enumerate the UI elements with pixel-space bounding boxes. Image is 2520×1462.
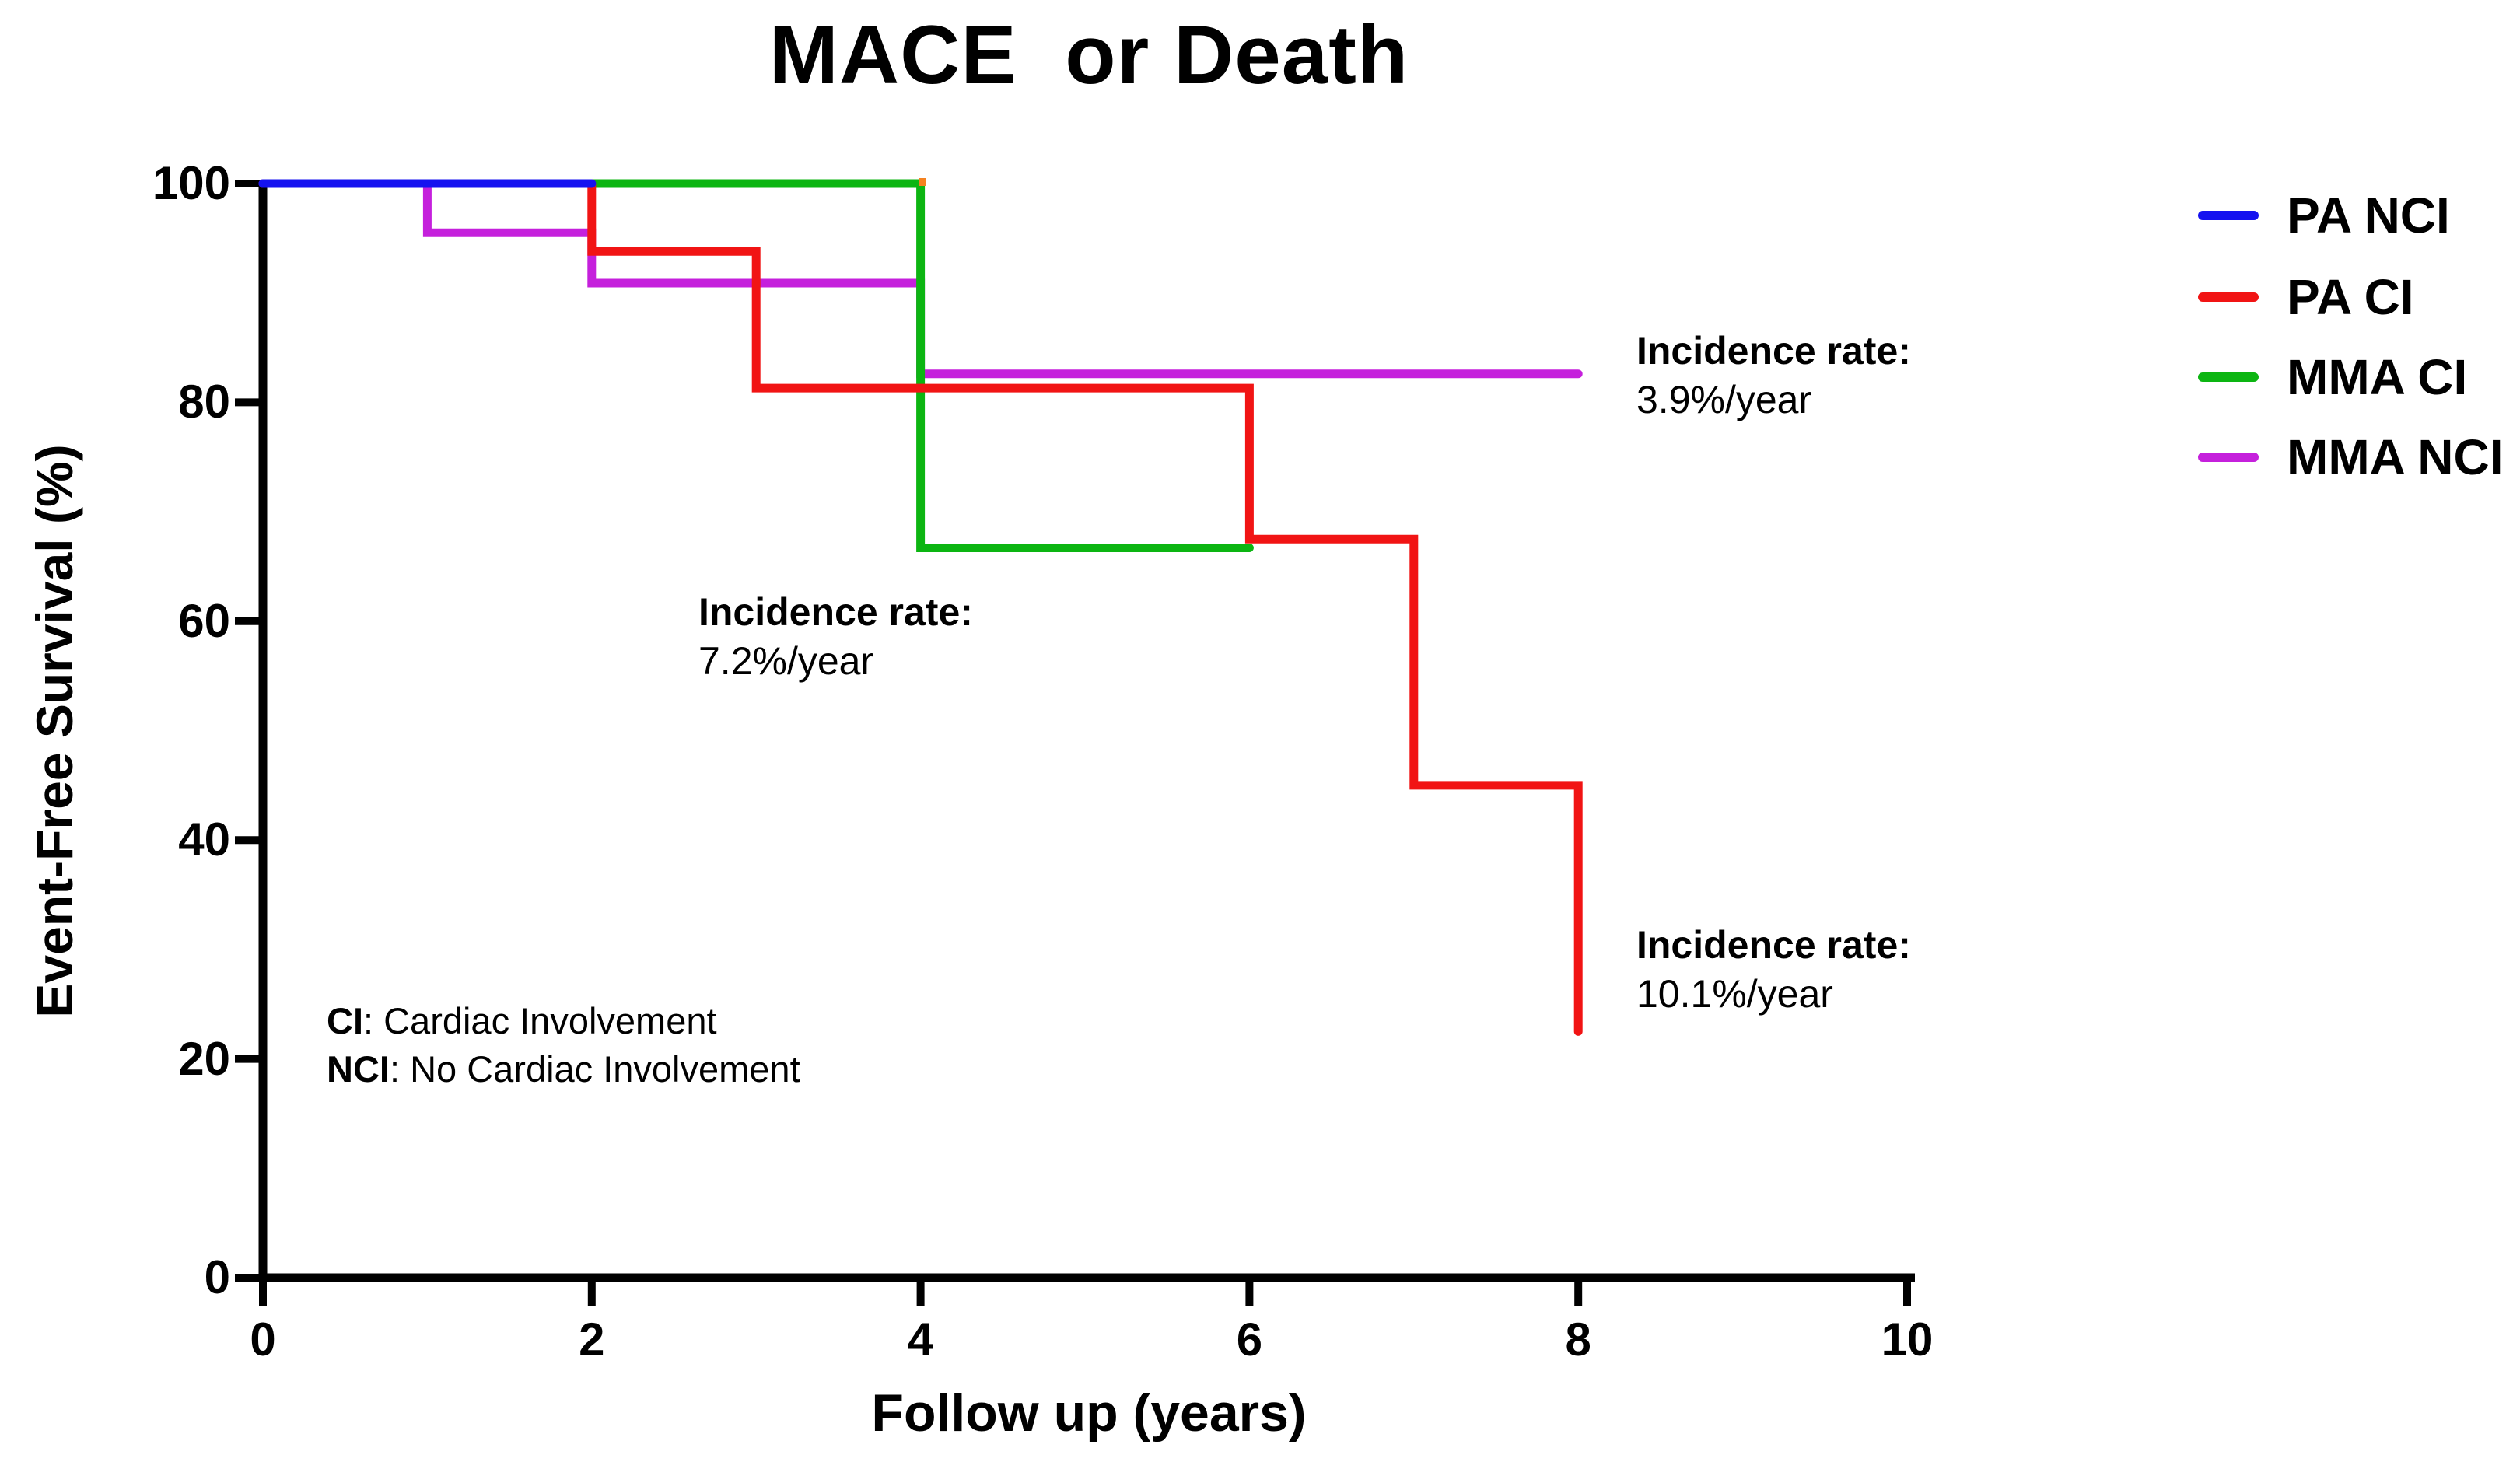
y-tick-label: 60 xyxy=(178,594,230,647)
y-axis-title: Event-Free Survival (%) xyxy=(26,444,83,1018)
x-tick-label: 0 xyxy=(250,1313,276,1366)
chart-title: MACE or Death xyxy=(768,8,1409,101)
annotation-label: Incidence rate: xyxy=(1636,329,1911,372)
y-tick-label: 0 xyxy=(204,1251,230,1303)
incidence-annotation-3: Incidence rate: 10.1%/year xyxy=(1636,921,1911,1019)
y-tick-label: 80 xyxy=(178,376,230,428)
annotation-value: 3.9%/year xyxy=(1636,378,1812,421)
annotation-label: Incidence rate: xyxy=(1636,923,1911,967)
annotation-value: 7.2%/year xyxy=(698,639,874,683)
x-tick-label: 4 xyxy=(907,1313,934,1366)
legend-swatch-pa-ci xyxy=(2198,292,2259,302)
legend-swatch-mma-nci xyxy=(2198,453,2259,462)
incidence-annotation-2: Incidence rate: 7.2%/year xyxy=(698,588,973,686)
series-curve-mma-ci xyxy=(587,179,1254,552)
legend-label-pa-ci: PA CI xyxy=(2287,269,2414,325)
legend-swatch-mma-ci xyxy=(2198,372,2259,382)
footnote-term: CI xyxy=(327,1000,363,1041)
legend-label-pa-nci: PA NCI xyxy=(2287,187,2450,243)
footnote-line: NCI: No Cardiac Involvement xyxy=(327,1048,800,1090)
x-tick-label: 2 xyxy=(579,1313,605,1366)
series-curve-pa-ci xyxy=(587,179,1583,1036)
annotation-value: 10.1%/year xyxy=(1636,972,1833,1016)
annotation-label: Incidence rate: xyxy=(698,590,973,634)
legend-swatch-pa-nci xyxy=(2198,211,2259,220)
legend-label-mma-ci: MMA CI xyxy=(2287,349,2468,405)
x-tick-label: 10 xyxy=(1881,1313,1934,1366)
y-tick-label: 20 xyxy=(178,1032,230,1085)
footnote-term: NCI xyxy=(327,1048,390,1090)
orange-artifact-mark xyxy=(919,178,926,186)
x-tick-label: 6 xyxy=(1236,1313,1263,1366)
x-axis-title: Follow up (years) xyxy=(871,1383,1307,1443)
y-tick-label: 40 xyxy=(178,813,230,866)
x-tick-label: 8 xyxy=(1565,1313,1591,1366)
footnote-line: CI: Cardiac Involvement xyxy=(327,1000,717,1041)
incidence-annotation-1: Incidence rate: 3.9%/year xyxy=(1636,327,1911,425)
y-tick-label: 100 xyxy=(152,157,230,209)
footnote: CI: Cardiac Involvement NCI: No Cardiac I… xyxy=(327,997,800,1093)
legend-label-mma-nci: MMA NCI xyxy=(2287,429,2504,485)
